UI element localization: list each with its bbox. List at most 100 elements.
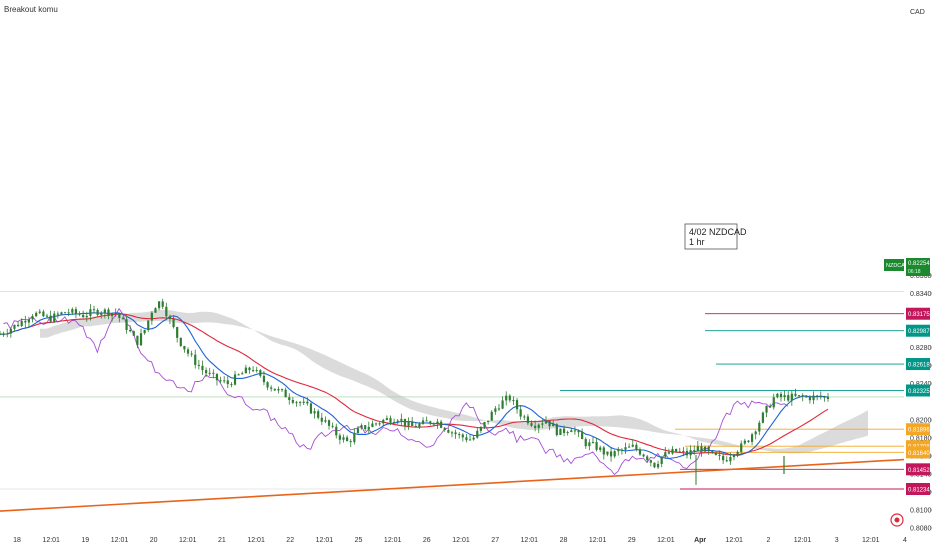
candle-body <box>407 422 410 426</box>
candle-body <box>743 440 746 444</box>
candle-body <box>497 408 501 410</box>
candle-body <box>588 442 591 447</box>
candle-body <box>642 454 645 457</box>
tradingview-logo-icon[interactable] <box>890 513 904 527</box>
candle-body <box>606 451 609 455</box>
candle-body <box>703 446 707 452</box>
candle-body <box>176 327 179 338</box>
candle-body <box>617 450 620 452</box>
candle-body <box>537 424 540 428</box>
candle-body <box>295 402 298 404</box>
candle-body <box>436 421 439 424</box>
candle-body <box>157 301 161 309</box>
candle-body <box>353 433 356 443</box>
candle-body <box>761 412 765 423</box>
candle-body <box>429 421 432 424</box>
candle-body <box>667 452 671 454</box>
candle-body <box>682 450 685 452</box>
price-level-tag-label: 0.83175 <box>908 312 930 318</box>
candle-body <box>816 395 819 397</box>
candle-body <box>82 314 85 318</box>
lagging-span-line <box>3 307 789 476</box>
candle-body <box>2 334 5 336</box>
candle-body <box>700 446 703 452</box>
candle-body <box>27 319 31 323</box>
time-axis-tick: 12:01 <box>42 537 60 544</box>
candle-body <box>526 416 529 424</box>
candle-body <box>805 396 808 398</box>
candle-body <box>241 373 244 375</box>
candle-body <box>136 335 139 346</box>
candle-body <box>223 380 226 382</box>
time-axis-tick: 12:01 <box>725 537 743 544</box>
candle-body <box>772 397 775 408</box>
candle-body <box>664 452 667 457</box>
time-axis-tick: 28 <box>560 537 568 544</box>
candle-body <box>779 393 783 398</box>
candle-body <box>750 434 754 442</box>
candle-body <box>118 313 121 318</box>
candle-body <box>100 313 103 315</box>
candle-body <box>60 312 63 315</box>
candle-body <box>479 426 482 431</box>
candle-body <box>9 328 12 334</box>
last-price-value: 0.82254 <box>908 261 930 267</box>
candle-body <box>215 373 219 381</box>
candle-body <box>288 397 291 400</box>
candle-body <box>505 395 508 401</box>
candle-body <box>396 420 399 422</box>
candle-body <box>736 451 739 455</box>
candle-body <box>696 446 699 451</box>
ichimoku-cloud <box>40 309 868 454</box>
candle-body <box>454 432 457 435</box>
candle-body <box>16 324 20 327</box>
annotation-line1: 4/02 NZDCAD <box>689 227 747 237</box>
candle-body <box>541 423 544 425</box>
candle-body <box>320 417 323 422</box>
candle-body <box>38 311 41 313</box>
candle-body <box>360 425 363 429</box>
candle-body <box>508 395 511 401</box>
candle-body <box>233 374 237 385</box>
candle-body <box>595 441 598 450</box>
price-level-tag <box>906 423 930 436</box>
candle-body <box>31 316 34 320</box>
time-axis-tick: 12:01 <box>179 537 197 544</box>
candle-body <box>476 430 479 438</box>
price-level-tag <box>906 324 930 337</box>
time-axis-tick: 18 <box>13 537 21 544</box>
price-level-tags: 0.831750.829870.826180.823250.818960.817… <box>906 307 930 496</box>
candle-body <box>487 420 490 423</box>
price-level-tag-label: 0.82618 <box>908 363 930 369</box>
candle-body <box>628 446 631 448</box>
candle-body <box>53 313 56 322</box>
price-level-tag-label: 0.82325 <box>908 389 930 395</box>
annotation-box[interactable]: 4/02 NZDCAD 1 hr <box>684 223 747 250</box>
candle-body <box>179 337 182 346</box>
candle-body <box>548 420 551 427</box>
candle-body <box>512 400 515 402</box>
candle-body <box>284 389 287 398</box>
trend-line <box>0 458 905 512</box>
candle-body <box>559 428 562 436</box>
candle-body <box>552 424 555 427</box>
candle-body <box>92 309 96 311</box>
time-axis[interactable]: 18 12:01 19 12:01 20 12:01 21 12:01 22 12:01 25 12:… <box>13 537 907 544</box>
candle-body <box>114 313 117 315</box>
candle-body <box>740 443 743 452</box>
candle-body <box>364 425 367 430</box>
candle-body <box>693 450 696 452</box>
candle-body <box>331 425 334 427</box>
candle-body <box>168 316 172 319</box>
candle-body <box>299 402 302 404</box>
candle-body <box>458 434 461 436</box>
price-level-tag <box>906 384 930 397</box>
candle-body <box>725 460 728 462</box>
candle-body <box>599 447 602 450</box>
candle-body <box>78 313 81 315</box>
time-axis-tick: 12:01 <box>384 537 402 544</box>
candle-body <box>74 309 78 314</box>
price-level-tag <box>906 463 930 476</box>
candle-body <box>129 330 132 332</box>
